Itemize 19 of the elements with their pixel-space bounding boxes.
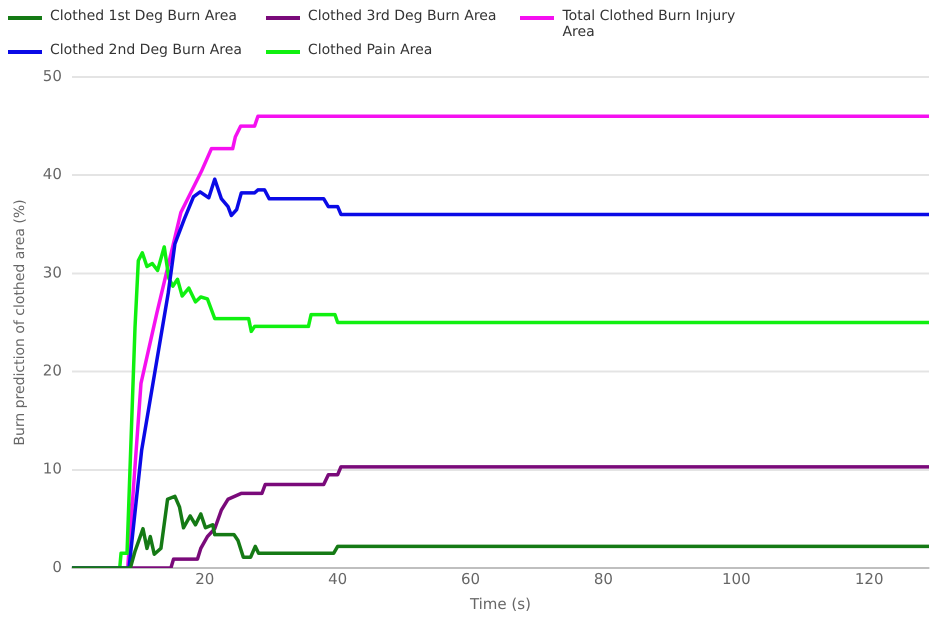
x-tick-label: 60 — [460, 570, 480, 588]
y-tick-label: 0 — [52, 558, 62, 576]
x-tick-label: 20 — [195, 570, 214, 588]
x-tick-label: 40 — [328, 570, 348, 588]
x-tick-label: 100 — [722, 570, 751, 588]
legend-label: Clothed Pain Area — [308, 42, 432, 58]
legend-label: Clothed 2nd Deg Burn Area — [50, 42, 242, 58]
legend-label: Total Clothed Burn Injury Area — [562, 8, 736, 40]
legend-label: Clothed 1st Deg Burn Area — [50, 8, 237, 24]
y-tick-label: 20 — [42, 361, 62, 380]
y-axis-title: Burn prediction of clothed area (%) — [12, 199, 28, 446]
x-axis-title: Time (s) — [468, 594, 531, 613]
y-tick-label: 10 — [42, 460, 62, 478]
y-tick-label: 50 — [42, 66, 62, 85]
legend-label: Clothed 3rd Deg Burn Area — [308, 8, 496, 24]
x-tick-label: 80 — [594, 570, 613, 588]
y-tick-label: 30 — [42, 263, 62, 282]
x-tick-label: 120 — [854, 570, 884, 588]
y-tick-label: 40 — [42, 165, 62, 184]
